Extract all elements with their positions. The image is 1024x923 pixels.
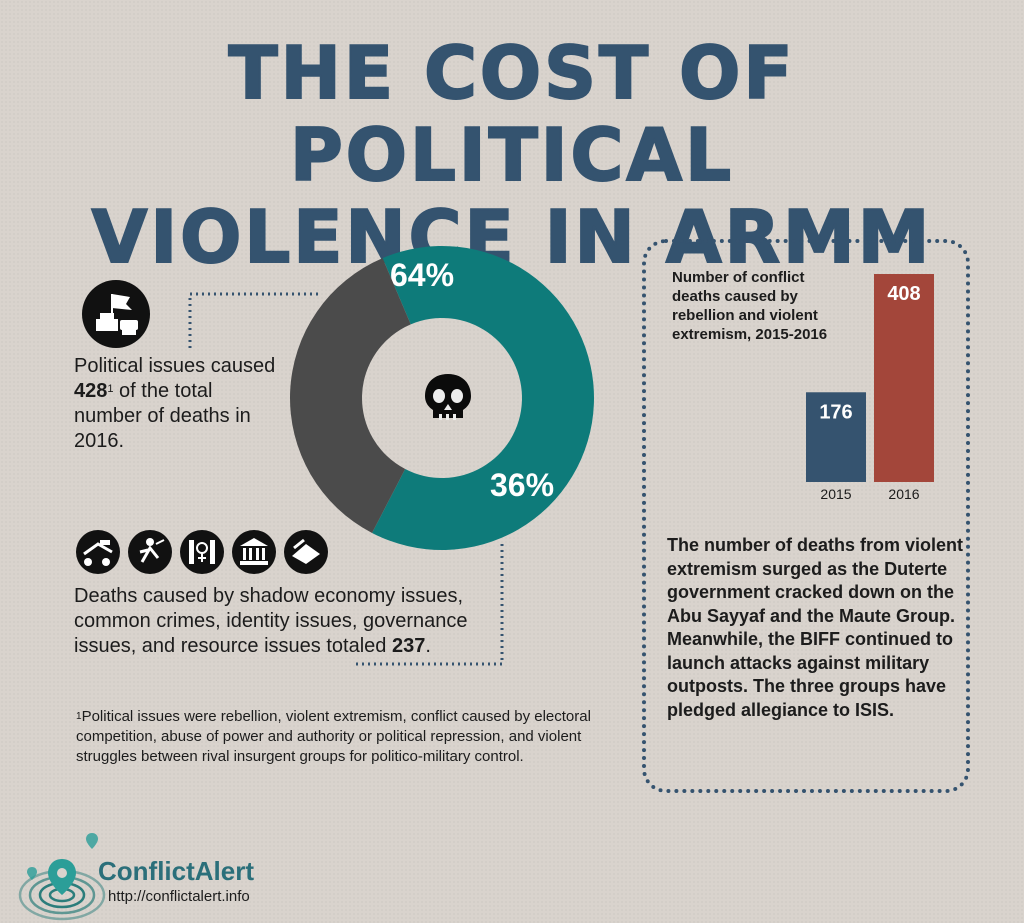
skull-icon [425, 374, 471, 420]
political-icon [82, 280, 150, 348]
bar-chart-title: Number of conflict deaths caused by rebe… [672, 269, 828, 343]
donut-label-1: 36% [490, 467, 554, 503]
footnote-text: Political issues were rebellion, violent… [76, 708, 591, 765]
identity-icon [180, 530, 224, 574]
footnote: 1Political issues were rebellion, violen… [76, 707, 616, 767]
bar-value-2016: 408 [887, 283, 920, 305]
common-crime-icon [128, 530, 172, 574]
bar-category-2016: 2016 [888, 486, 919, 502]
political-value: 428 [74, 380, 108, 402]
resource-icon [284, 530, 328, 574]
bar-2015 [806, 392, 866, 482]
political-description: Political issues caused 4281 of the tota… [74, 355, 276, 452]
political-sup: 1 [107, 383, 114, 395]
governance-icon [232, 530, 276, 574]
bar-chart-description: The number of deaths from violent extrem… [667, 535, 964, 720]
location-pin-icon [18, 833, 106, 921]
logo-name: ConflictAlert [98, 856, 254, 886]
political-connector [188, 292, 320, 348]
donut-label-0: 64% [390, 257, 454, 293]
footnote-sup: 1 [76, 711, 82, 722]
bar-chart: 176 2015 408 2016 [806, 274, 934, 502]
other-description: Deaths caused by shadow economy issues, … [74, 585, 468, 657]
shadow-economy-icon [76, 530, 120, 574]
donut-chart: 64% 36% [290, 246, 595, 550]
other-connector [354, 544, 504, 666]
other-value: 237 [391, 635, 426, 657]
page-title: THE COST OF POLITICAL VIOLENCE IN ARMM [0, 31, 1024, 279]
bar-2016 [874, 274, 934, 482]
bar-value-2015: 176 [819, 401, 852, 423]
logo-url[interactable]: http://conflictalert.info [108, 888, 250, 905]
title-line-1: THE COST OF POLITICAL [227, 31, 796, 197]
bar-chart-panel [642, 239, 970, 793]
donut-slice-1 [290, 258, 411, 533]
donut-slice-0 [372, 246, 595, 550]
bar-category-2015: 2015 [820, 486, 851, 502]
